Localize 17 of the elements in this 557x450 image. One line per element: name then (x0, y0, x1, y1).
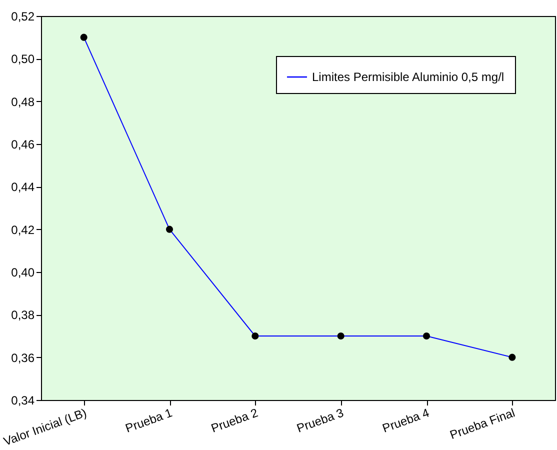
y-tick-label: 0,48 (11, 94, 35, 109)
y-tick-label: 0,44 (11, 180, 35, 194)
x-tick-label: Prueba 2 (209, 406, 260, 436)
x-tick-label: Prueba 1 (124, 406, 174, 436)
y-tick-label: 0,38 (11, 308, 35, 322)
x-tick-label: Valor Inicial (LB) (2, 406, 88, 449)
x-tick-label: Prueba Final (448, 406, 517, 442)
y-tick-label: 0,40 (11, 266, 35, 280)
y-tick-label: 0,50 (11, 52, 35, 66)
y-tick-label: 0,42 (11, 222, 35, 237)
y-tick-label: 0,46 (11, 138, 35, 152)
x-tick-label: Prueba 3 (294, 406, 346, 436)
y-tick-label: 0,34 (11, 394, 35, 408)
y-tick-label: 0,36 (11, 350, 35, 365)
y-tick-label: 0,52 (11, 10, 35, 24)
legend-label: Limites Permisible Aluminio 0,5 mg/l (312, 70, 504, 84)
x-tick-label: Prueba 4 (380, 406, 432, 436)
